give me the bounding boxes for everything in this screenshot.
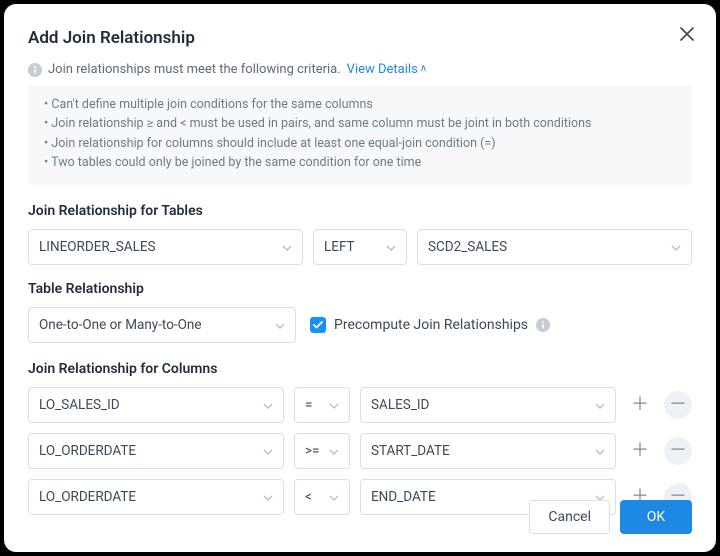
criteria-item: Can't define multiple join conditions fo… [44, 95, 676, 114]
close-icon[interactable] [680, 26, 694, 45]
modal-title: Add Join Relationship [28, 28, 692, 48]
right-column-value: START_DATE [371, 443, 450, 459]
right-column-value: SALES_ID [371, 397, 429, 413]
join-type-value: LEFT [324, 239, 355, 255]
chevron-down-icon [329, 443, 339, 459]
table-relationship-select[interactable]: One-to-One or Many-to-One [28, 307, 296, 343]
operator-value: >= [305, 443, 319, 459]
chevron-down-icon [671, 239, 681, 255]
tables-row: LINEORDER_SALES LEFT SCD2_SALES [28, 229, 692, 265]
chevron-down-icon [386, 239, 396, 255]
info-icon [536, 318, 550, 332]
chevron-down-icon [275, 317, 285, 333]
table-relationship-value: One-to-One or Many-to-One [39, 317, 202, 333]
left-column-select[interactable]: LO_ORDERDATE [28, 479, 284, 515]
left-column-value: LO_SALES_ID [39, 397, 120, 413]
left-table-select[interactable]: LINEORDER_SALES [28, 229, 303, 265]
criteria-item: Join relationship for columns should inc… [44, 134, 676, 153]
cancel-button[interactable]: Cancel [529, 500, 610, 534]
ok-button[interactable]: OK [620, 500, 692, 534]
criteria-box: Can't define multiple join conditions fo… [28, 85, 692, 185]
left-column-value: LO_ORDERDATE [39, 489, 136, 505]
columns-section-label: Join Relationship for Columns [28, 361, 692, 377]
left-column-select[interactable]: LO_ORDERDATE [28, 433, 284, 469]
right-column-select[interactable]: START_DATE [360, 433, 616, 469]
chevron-down-icon [595, 443, 605, 459]
view-details-label: View Details [347, 62, 418, 77]
relationship-row: One-to-One or Many-to-One Precompute Joi… [28, 307, 692, 343]
criteria-item: Join relationship ≥ and < must be used i… [44, 114, 676, 133]
column-condition-row: LO_SALES_ID = SALES_ID ＋ － [28, 387, 692, 423]
tables-section-label: Join Relationship for Tables [28, 203, 692, 219]
chevron-down-icon [263, 397, 273, 413]
left-column-select[interactable]: LO_SALES_ID [28, 387, 284, 423]
left-table-value: LINEORDER_SALES [39, 239, 156, 255]
right-column-value: END_DATE [371, 489, 436, 505]
criteria-item: Two tables could only be joined by the s… [44, 153, 676, 172]
info-icon [28, 63, 42, 77]
join-type-select[interactable]: LEFT [313, 229, 407, 265]
right-table-value: SCD2_SALES [428, 239, 507, 255]
operator-select[interactable]: >= [294, 433, 350, 469]
add-condition-button[interactable]: ＋ [626, 437, 654, 465]
precompute-checkbox[interactable] [310, 317, 326, 333]
chevron-down-icon [329, 489, 339, 505]
relationship-section-label: Table Relationship [28, 281, 692, 297]
column-condition-row: LO_ORDERDATE >= START_DATE ＋ － [28, 433, 692, 469]
operator-value: = [305, 397, 312, 413]
operator-value: < [305, 489, 312, 505]
criteria-intro-text: Join relationships must meet the followi… [48, 62, 341, 77]
chevron-down-icon [263, 489, 273, 505]
chevron-up-icon: ∧ [420, 63, 427, 74]
operator-select[interactable]: < [294, 479, 350, 515]
add-join-relationship-modal: Add Join Relationship Join relationships… [4, 4, 716, 552]
left-column-value: LO_ORDERDATE [39, 443, 136, 459]
right-column-select[interactable]: SALES_ID [360, 387, 616, 423]
add-condition-button[interactable]: ＋ [626, 391, 654, 419]
chevron-down-icon [263, 443, 273, 459]
modal-footer: Cancel OK [529, 500, 692, 534]
chevron-down-icon [282, 239, 292, 255]
operator-select[interactable]: = [294, 387, 350, 423]
chevron-down-icon [595, 397, 605, 413]
precompute-label: Precompute Join Relationships [334, 317, 528, 333]
right-table-select[interactable]: SCD2_SALES [417, 229, 692, 265]
remove-condition-button[interactable]: － [664, 391, 692, 419]
criteria-intro-row: Join relationships must meet the followi… [28, 62, 692, 77]
remove-condition-button[interactable]: － [664, 437, 692, 465]
precompute-checkbox-wrap[interactable]: Precompute Join Relationships [310, 317, 550, 333]
chevron-down-icon [329, 397, 339, 413]
view-details-link[interactable]: View Details ∧ [347, 62, 427, 77]
